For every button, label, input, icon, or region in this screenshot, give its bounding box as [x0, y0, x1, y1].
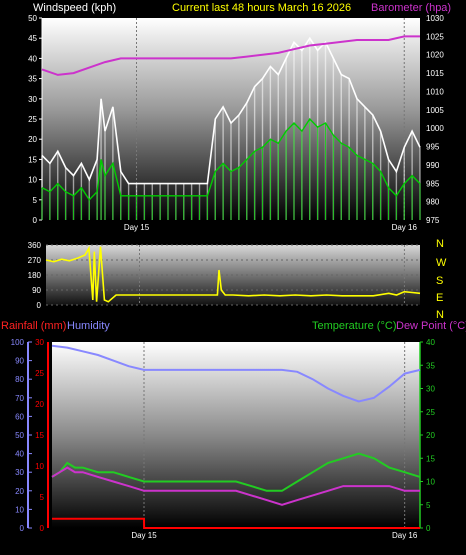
wind-avg-line	[41, 117, 421, 201]
dir-y-tick-4: 360	[28, 241, 42, 250]
barometer-line	[41, 35, 420, 76]
compass-labels: N W S E N	[436, 238, 447, 321]
wind-y-tick-6: 30	[28, 95, 37, 104]
humidity-y-tick-6: 60	[15, 412, 24, 421]
wind-y-tick-10: 50	[28, 14, 37, 23]
baro-y-tick-2: 985	[426, 179, 440, 188]
temp-x-tick-1: Day 16	[392, 531, 418, 540]
compass-w: W	[436, 257, 447, 269]
temp-x-tick-0: Day 15	[131, 531, 157, 540]
baro-y-tick-6: 1005	[426, 106, 444, 115]
wind-axis-title: Windspeed (kph)	[33, 2, 116, 14]
wind-baro-panel: 0510152025303540455097598098599099510001…	[28, 14, 444, 232]
barometer-axis-title: Barometer (hpa)	[371, 2, 451, 14]
humidity-y-tick-4: 40	[15, 450, 24, 459]
baro-y-tick-8: 1015	[426, 69, 444, 78]
wind-y-tick-1: 5	[33, 196, 38, 205]
temperature-line	[51, 452, 421, 492]
humidity-y-tick-9: 90	[15, 357, 24, 366]
chart-main-title: Current last 48 hours March 16 2026	[172, 2, 351, 14]
baro-y-tick-5: 1000	[426, 124, 444, 133]
dir-y-tick-3: 270	[28, 256, 42, 265]
wind-y-tick-0: 0	[33, 216, 38, 225]
dir-y-tick-1: 90	[32, 286, 41, 295]
humidity-y-tick-10: 100	[11, 338, 25, 347]
wind-y-tick-5: 25	[28, 115, 37, 124]
wind-y-tick-7: 35	[28, 75, 37, 84]
humidity-y-tick-8: 80	[15, 375, 24, 384]
temp-humidity-panel: 0 10 20 30 40 50 60 70 80 90 100 0 5 10 15 20 25 30 0 5 10 15…	[11, 338, 436, 540]
compass-n-bottom: N	[436, 309, 444, 321]
compass-n-top: N	[436, 238, 444, 250]
baro-y-tick-1: 980	[426, 198, 440, 207]
humidity-axis-title: Humidity	[67, 320, 110, 332]
direction-panel: 0 90 180 270 360 N W S E N	[28, 238, 447, 321]
dir-y-tick-2: 180	[28, 271, 42, 280]
baro-y-tick-10: 1025	[426, 32, 444, 41]
temp-y-tick-5: 25	[426, 408, 435, 417]
humidity-y-tick-2: 20	[15, 487, 24, 496]
temp-y-tick-6: 30	[426, 385, 435, 394]
humidity-y-tick-7: 70	[15, 394, 24, 403]
rain-y-tick-3: 15	[35, 431, 44, 440]
compass-s: S	[436, 275, 443, 287]
temp-y-tick-1: 5	[426, 501, 431, 510]
rainfall-axis-title: Rainfall (mm)	[1, 320, 66, 332]
wind-y-tick-9: 45	[28, 34, 37, 43]
temp-y-tick-3: 15	[426, 454, 435, 463]
temp-y-tick-4: 20	[426, 431, 435, 440]
temp-y-tick-0: 0	[426, 524, 431, 533]
temp-y-tick-8: 40	[426, 338, 435, 347]
baro-y-tick-0: 975	[426, 216, 440, 225]
rain-y-tick-1: 5	[40, 493, 45, 502]
rain-y-tick-6: 30	[35, 338, 44, 347]
wind-y-tick-3: 15	[28, 155, 37, 164]
temp-plot-area	[52, 342, 420, 528]
dewpoint-line	[51, 466, 420, 506]
rain-y-tick-0: 0	[40, 524, 45, 533]
baro-y-tick-9: 1020	[426, 51, 444, 60]
humidity-y-tick-3: 30	[15, 468, 24, 477]
humidity-y-tick-5: 50	[15, 431, 24, 440]
rain-y-tick-2: 10	[35, 462, 44, 471]
humidity-line	[51, 344, 421, 403]
temp-y-tick-2: 10	[426, 478, 435, 487]
dewpoint-axis-title: Dew Point (°C)	[396, 320, 466, 332]
baro-y-tick-4: 995	[426, 143, 440, 152]
wind-y-tick-8: 40	[28, 54, 37, 63]
wind-y-tick-4: 20	[28, 135, 37, 144]
wind-x-tick-0: Day 15	[124, 223, 150, 232]
temperature-axis-title: Temperature (°C)	[312, 320, 396, 332]
dir-y-tick-0: 0	[37, 301, 42, 310]
wind-direction-line	[45, 245, 421, 303]
baro-y-tick-11: 1030	[426, 14, 444, 23]
temp-y-tick-7: 35	[426, 361, 435, 370]
wind-y-tick-2: 10	[28, 176, 37, 185]
wind-x-tick-1: Day 16	[392, 223, 418, 232]
rain-y-tick-4: 20	[35, 400, 44, 409]
baro-y-tick-3: 990	[426, 161, 440, 170]
compass-e: E	[436, 292, 443, 304]
humidity-y-tick-1: 10	[15, 505, 24, 514]
rainfall-line	[52, 517, 420, 529]
humidity-y-tick-0: 0	[20, 524, 25, 533]
baro-y-tick-7: 1010	[426, 87, 444, 96]
rain-y-tick-5: 25	[35, 369, 44, 378]
